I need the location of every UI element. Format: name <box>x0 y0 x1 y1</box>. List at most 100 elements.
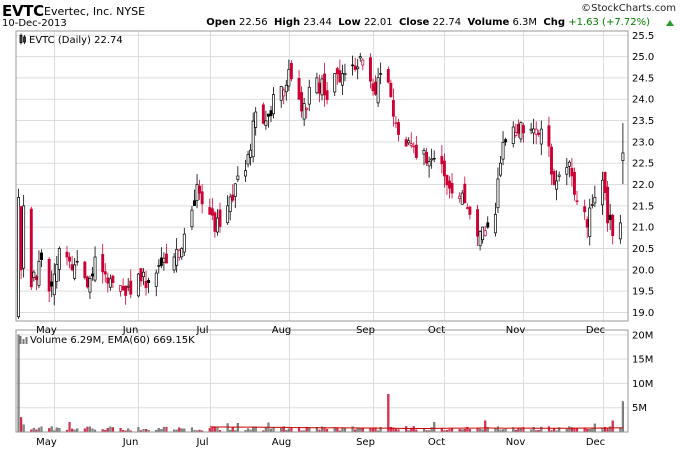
candle-body <box>340 73 344 86</box>
candle <box>17 188 21 319</box>
candle <box>180 247 184 260</box>
candle-body <box>70 264 74 271</box>
candle-body <box>450 183 454 194</box>
candle <box>65 245 69 266</box>
stockcharts-credit[interactable]: ©StockCharts.com <box>581 3 676 14</box>
candle-body <box>611 214 615 237</box>
candle <box>427 156 431 178</box>
candle-body <box>52 273 56 296</box>
candle-body <box>254 111 258 128</box>
candle <box>529 122 533 134</box>
volume-bar <box>568 426 571 433</box>
volume-ema-line <box>209 426 623 429</box>
candle-body <box>608 214 612 221</box>
candle-body <box>32 271 36 278</box>
candle-body <box>91 273 94 277</box>
candle <box>325 81 329 105</box>
candle <box>246 150 250 168</box>
x-tick-label: Jul <box>195 325 208 336</box>
candle-body <box>504 139 508 143</box>
candle-body <box>320 78 324 96</box>
candle-body <box>539 128 543 145</box>
price-tick-label: 22.5 <box>632 159 654 170</box>
x-tick-label: Sep <box>356 325 375 336</box>
volume-bar <box>246 428 250 433</box>
candle <box>521 123 525 143</box>
candle <box>300 86 304 118</box>
volume-bar <box>359 428 362 433</box>
x-tick-label: Sep <box>356 437 375 448</box>
candle <box>550 143 553 186</box>
candle-body <box>22 205 26 269</box>
volume-bar <box>88 426 92 433</box>
candle-body <box>432 157 436 160</box>
candle <box>284 79 288 101</box>
volume-bars <box>17 334 624 433</box>
candle <box>159 247 163 269</box>
candle-body <box>397 122 400 135</box>
volume-bar <box>433 422 436 433</box>
candle-body <box>315 77 319 94</box>
low-value: 22.01 <box>363 17 393 28</box>
candle <box>621 123 625 185</box>
candle-body <box>465 207 469 209</box>
candle-body <box>460 192 464 205</box>
candle-body <box>425 152 429 164</box>
candle-body <box>369 57 372 82</box>
candle <box>142 268 145 286</box>
candle <box>504 137 508 146</box>
candle-body <box>287 69 291 87</box>
candle-body <box>565 167 569 175</box>
candle-body <box>394 122 398 124</box>
company-label: Evertec, Inc. <box>44 5 113 18</box>
candle <box>608 203 612 231</box>
candle <box>136 272 140 298</box>
candle <box>338 59 342 83</box>
candle <box>496 167 500 214</box>
candle-body <box>440 156 444 165</box>
candle <box>570 157 574 187</box>
candle-body <box>448 180 451 189</box>
candle <box>119 285 122 297</box>
candle <box>165 243 168 264</box>
volume-bar <box>178 427 181 433</box>
candle <box>251 112 255 163</box>
candle <box>85 275 89 289</box>
candle-body <box>603 172 607 193</box>
candle <box>162 252 166 271</box>
candle <box>228 193 232 221</box>
candle <box>501 131 505 166</box>
candle-body <box>300 92 304 112</box>
volume-bar <box>476 428 479 433</box>
volume-bar <box>226 423 229 433</box>
x-tick-label: Aug <box>272 325 292 336</box>
candle <box>190 206 194 231</box>
candle <box>575 190 579 206</box>
candle-body <box>442 160 446 177</box>
candle <box>193 189 196 206</box>
candle-body <box>289 62 293 80</box>
candle-body <box>478 231 482 247</box>
candle-body <box>588 207 592 237</box>
candle <box>32 270 36 282</box>
candle <box>129 269 133 299</box>
candle <box>19 206 23 279</box>
candle-body <box>37 260 41 286</box>
candle-body <box>585 219 589 228</box>
price-legend: EVTC (Daily) 22.74 <box>19 33 123 46</box>
candle-body <box>555 180 559 190</box>
candle-body <box>374 81 378 95</box>
volume-value: 6.3M <box>512 17 538 28</box>
candle <box>557 171 561 182</box>
x-tick-label: Jun <box>122 325 139 336</box>
candle <box>315 72 319 95</box>
candle-body <box>521 125 525 134</box>
candle <box>216 209 219 236</box>
candle <box>218 202 222 233</box>
candle <box>422 147 426 166</box>
volume-bar <box>111 427 114 433</box>
candle-body <box>356 66 360 70</box>
volume-bar <box>496 426 499 433</box>
price-panel-frame <box>15 30 629 322</box>
